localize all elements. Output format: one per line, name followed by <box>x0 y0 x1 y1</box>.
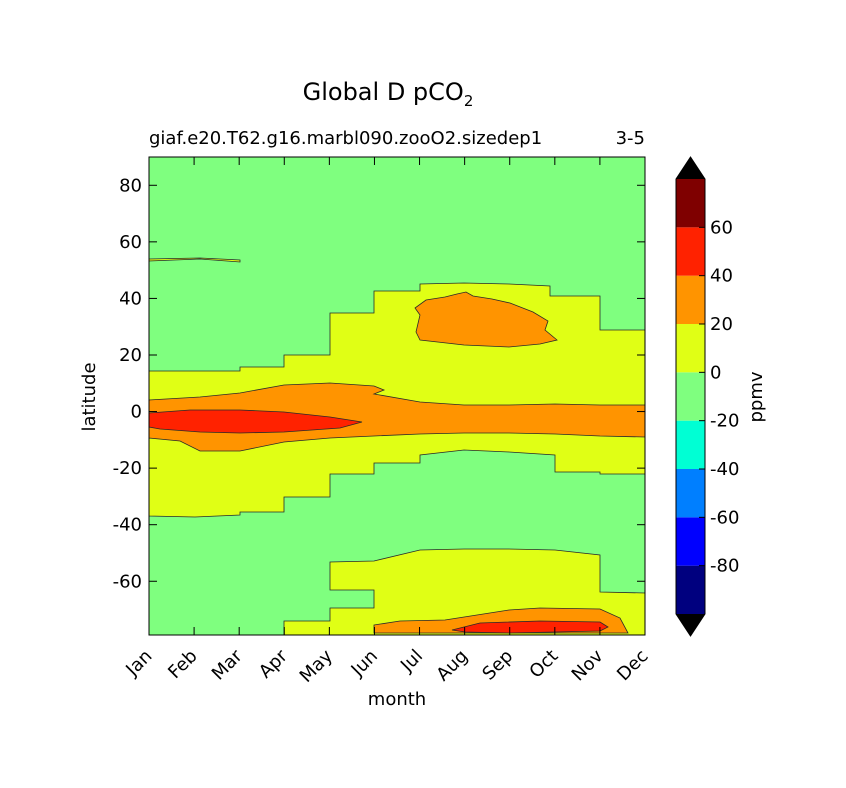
y-tick-label: 20 <box>119 345 142 366</box>
colorbar: 60 40 20 0 -20 -40 -60 -80 <box>675 156 739 637</box>
y-axis: 80 60 40 20 0 -20 -40 -60 <box>113 175 645 592</box>
colorbar-tick-label: 60 <box>710 217 733 238</box>
x-tick-label: Feb <box>164 646 201 683</box>
plot-area: 80 60 40 20 0 -20 -40 -60 Jan Feb Mar Apr May Jun Jul… <box>113 156 653 687</box>
colorbar-segment <box>676 275 705 324</box>
contour-orange-north-blob <box>414 291 558 348</box>
colorbar-tick-label: 20 <box>710 314 733 335</box>
y-tick-label: -60 <box>113 571 142 592</box>
contour-red-equatorial <box>148 409 363 434</box>
x-tick-label: May <box>296 645 337 686</box>
colorbar-segment <box>676 227 705 276</box>
x-tick-label: Jun <box>347 646 382 681</box>
colorbar-tick-label: -20 <box>710 411 739 432</box>
colorbar-tick-label: -60 <box>710 507 739 528</box>
y-tick-label: -20 <box>113 458 142 479</box>
x-tick-label: Jul <box>396 646 427 677</box>
x-tick-label: Mar <box>208 645 247 684</box>
colorbar-extend-low <box>676 614 705 636</box>
colorbar-extend-high <box>676 157 705 179</box>
y-axis-label: latitude <box>79 362 100 431</box>
chart-subtitle-left: giaf.e20.T62.g16.marbl090.zooO2.sizedep1 <box>149 128 542 149</box>
x-tick-label: Oct <box>525 646 562 683</box>
colorbar-frame <box>675 156 706 637</box>
y-tick-label: 60 <box>119 232 142 253</box>
colorbar-label: ppmv <box>746 371 767 422</box>
colorbar-tick-label: 40 <box>710 266 733 287</box>
colorbar-segment <box>676 517 705 566</box>
x-tick-label: Apr <box>255 645 292 682</box>
contour-red-south <box>451 620 609 634</box>
colorbar-segment <box>676 179 705 228</box>
x-tick-label: Nov <box>568 645 608 685</box>
colorbar-segment <box>676 420 705 469</box>
colorbar-segment <box>676 469 705 518</box>
chart-title: Global D pCO2 <box>303 78 474 110</box>
colorbar-segment <box>676 565 705 614</box>
colorbar-tick-label: -80 <box>710 556 739 577</box>
chart-subtitle-right: 3-5 <box>616 128 645 149</box>
colorbar-tick-label: 0 <box>710 362 721 383</box>
y-tick-label: 0 <box>131 402 142 423</box>
y-tick-label: 80 <box>119 175 142 196</box>
x-tick-label: Sep <box>478 646 517 685</box>
colorbar-segment <box>676 324 705 373</box>
y-tick-label: 40 <box>119 288 142 309</box>
x-tick-label: Dec <box>613 646 652 685</box>
plot-frame <box>148 156 646 636</box>
x-tick-label: Aug <box>432 646 472 686</box>
colorbar-tick-label: -40 <box>710 459 739 480</box>
x-axis-label: month <box>368 689 426 710</box>
y-tick-label: -40 <box>113 515 142 536</box>
colorbar-segment <box>676 372 705 421</box>
x-tick-label: Jan <box>121 646 156 681</box>
